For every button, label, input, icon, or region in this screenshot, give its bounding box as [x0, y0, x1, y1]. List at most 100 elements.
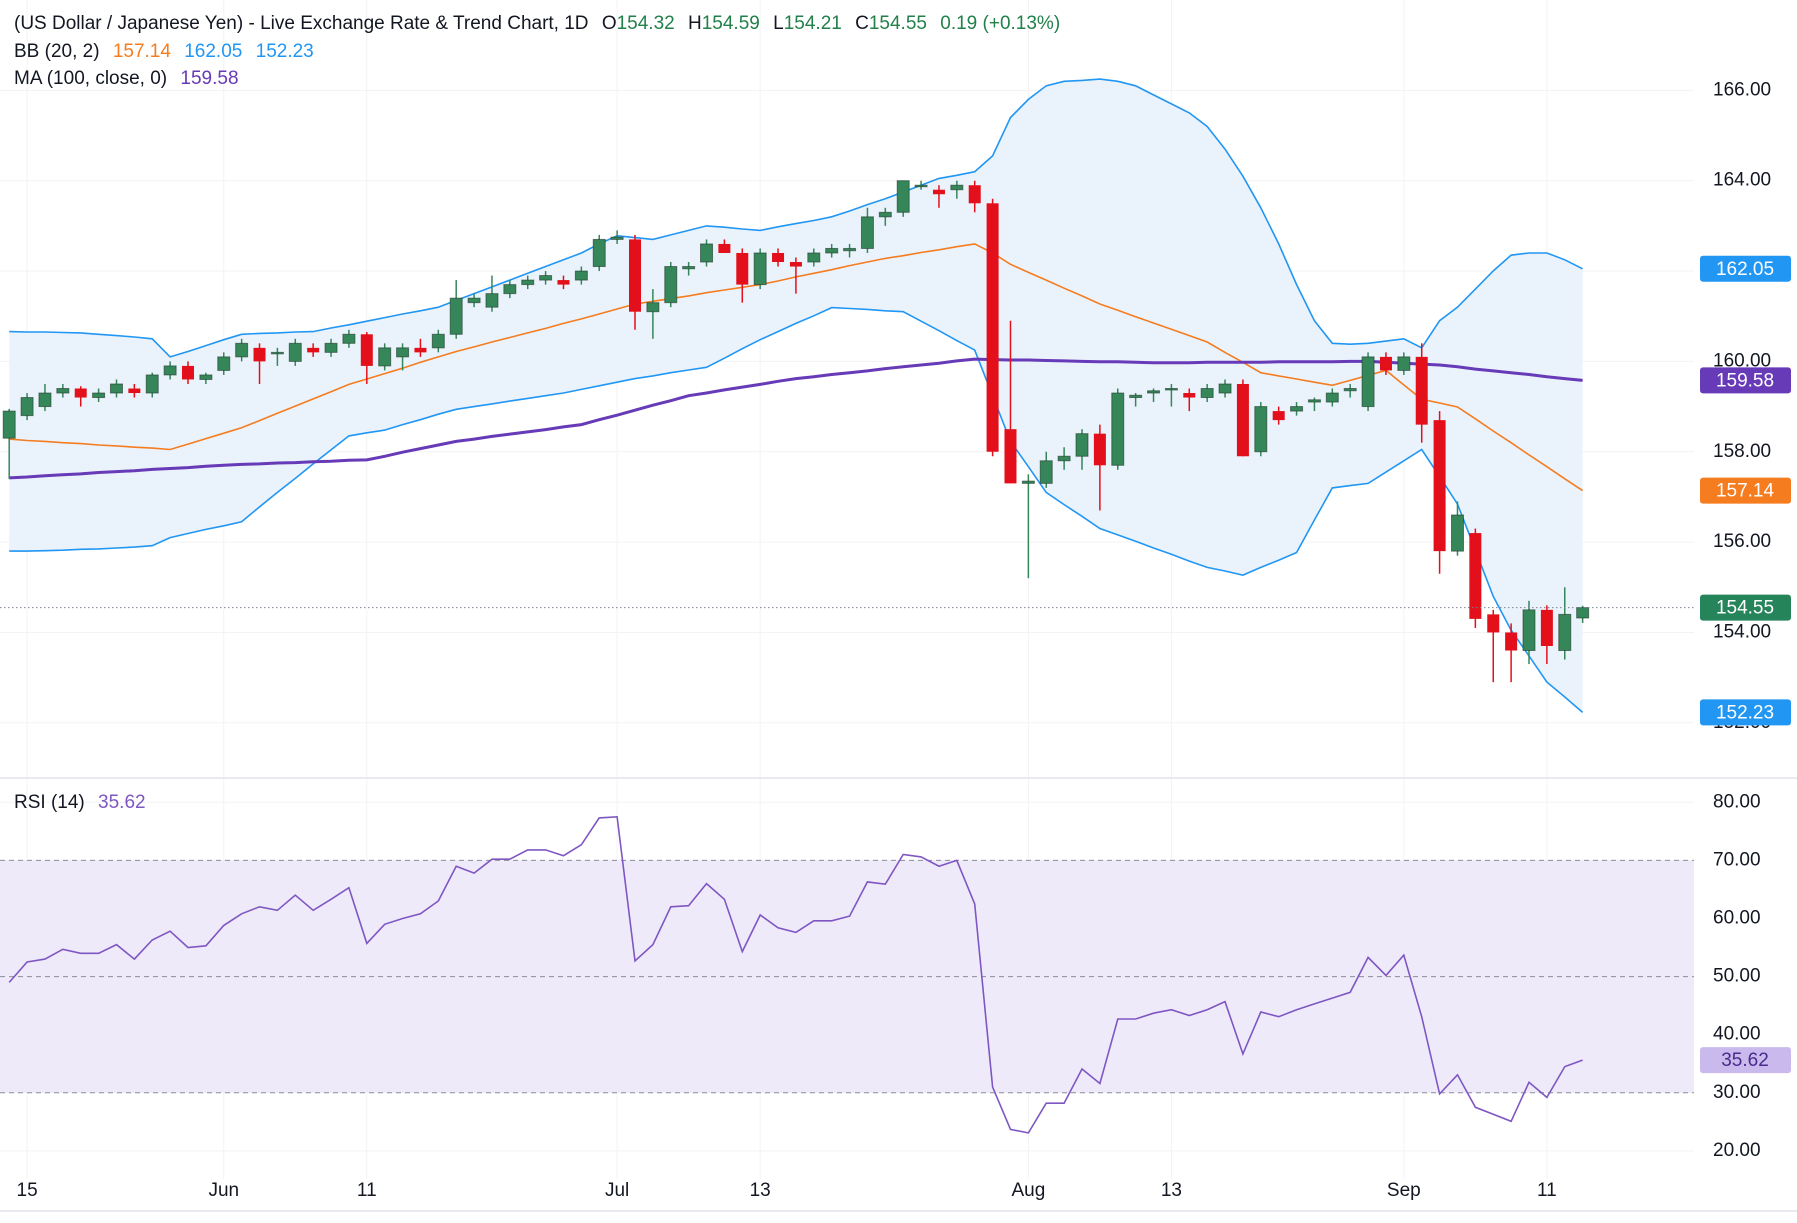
candle-body [664, 266, 678, 304]
indicator-name: MA (100, close, 0) [14, 68, 168, 89]
candle-body [485, 293, 499, 308]
candle-body [414, 347, 427, 353]
candle-body [360, 334, 373, 366]
candle-body [56, 388, 70, 394]
price-tag [1700, 477, 1791, 504]
candle-body [1272, 411, 1285, 421]
x-tick-label: 15 [17, 1180, 38, 1201]
candle-body [1004, 429, 1017, 484]
candle-body [574, 270, 588, 281]
ohlc-key: H [688, 13, 702, 34]
candle-body [431, 333, 445, 349]
candle-body [753, 252, 767, 286]
symbol-title: (US Dollar / Japanese Yen) - Live Exchan… [14, 13, 589, 34]
candle-body [270, 351, 284, 355]
rsi-legend: RSI (14) 35.62 [14, 792, 154, 814]
x-tick-label: Aug [1011, 1180, 1045, 1201]
price-tag-label: 162.05 [1716, 259, 1774, 280]
candle-body [1522, 609, 1536, 652]
candle-body [1450, 514, 1464, 552]
y-tick-label: 160.00 [1713, 350, 1771, 371]
indicator-value: 157.14 [112, 41, 171, 62]
candle-body [610, 236, 624, 240]
bb-legend: BB (20, 2) 157.14 162.05 152.23 [14, 41, 322, 63]
candle-body [449, 297, 463, 335]
candle-body [914, 184, 928, 188]
indicator-line [9, 306, 1584, 714]
price-tag-label: 154.55 [1716, 598, 1774, 619]
candle-body [1236, 383, 1249, 457]
ohlc-key: C [855, 13, 869, 34]
price-tag [1700, 594, 1791, 621]
candle-body [807, 252, 821, 263]
candle-body [1183, 393, 1196, 398]
candle-body [860, 216, 874, 249]
candle-body [109, 383, 123, 394]
ohlc-key: L [773, 13, 784, 34]
price-tag [1700, 367, 1791, 394]
candle-body [145, 374, 159, 394]
ma-legend: MA (100, close, 0) 159.58 [14, 68, 247, 90]
candle-body [1111, 392, 1125, 466]
candle-body [2, 410, 16, 439]
candle-body [1075, 433, 1089, 457]
y-tick-label: 20.00 [1713, 1140, 1761, 1161]
y-tick-label: 70.00 [1713, 849, 1761, 870]
value-tag-label: 35.62 [1721, 1050, 1769, 1071]
candle-body [772, 252, 785, 263]
candle-body [38, 392, 52, 408]
candle-body [629, 239, 641, 312]
candle-body [1361, 356, 1375, 408]
candle-body [1469, 533, 1482, 619]
candle-body [1325, 392, 1339, 403]
candle-body [467, 297, 481, 304]
candle-body [878, 211, 892, 218]
indicator-value: 159.58 [180, 68, 239, 89]
y-tick-label: 60.00 [1713, 907, 1761, 928]
candle-body [1343, 388, 1357, 392]
candle-body [1540, 609, 1553, 646]
candle-body [1039, 460, 1053, 484]
candle-body [1057, 455, 1071, 462]
candle-body [700, 243, 714, 263]
candle-body [718, 243, 731, 253]
price-tag [1700, 699, 1791, 726]
candle-body [1576, 607, 1590, 619]
candle-body [163, 365, 177, 376]
y-tick-label: 156.00 [1713, 531, 1771, 552]
candle-body [1290, 406, 1304, 412]
candle-body [199, 374, 213, 380]
candle-body [1147, 390, 1161, 394]
rsi-line [8, 815, 1583, 1134]
candle-body [396, 347, 410, 358]
band-fill [9, 79, 1583, 713]
candle-body [1505, 632, 1518, 651]
price-tag-label: 152.23 [1716, 702, 1774, 723]
ohlc-value: 154.55 [868, 13, 927, 34]
candle-body [217, 356, 231, 371]
candle-body [307, 347, 320, 353]
change: 0.19 (+0.13%) [940, 13, 1061, 34]
ohlc-value: 154.59 [701, 13, 760, 34]
candle-body [646, 302, 660, 313]
candle-body [950, 184, 964, 191]
candle-body [324, 342, 338, 353]
candle-body [1093, 433, 1106, 466]
candle-body [378, 347, 392, 367]
candle-body [1164, 388, 1178, 391]
value-tag [1700, 1047, 1791, 1074]
candle-body [503, 284, 517, 295]
candle-body [1200, 388, 1214, 399]
candle-body [825, 247, 839, 254]
candle-body [539, 275, 553, 281]
price-tag-label: 157.14 [1716, 481, 1775, 502]
y-tick-label: 164.00 [1713, 170, 1771, 191]
y-tick-label: 158.00 [1713, 441, 1771, 462]
candle-body [986, 203, 999, 452]
candle-body [253, 347, 266, 362]
x-tick-label: Sep [1387, 1180, 1421, 1201]
candle-body [1254, 406, 1268, 453]
candle-body [182, 365, 194, 380]
candle-body [74, 388, 87, 398]
